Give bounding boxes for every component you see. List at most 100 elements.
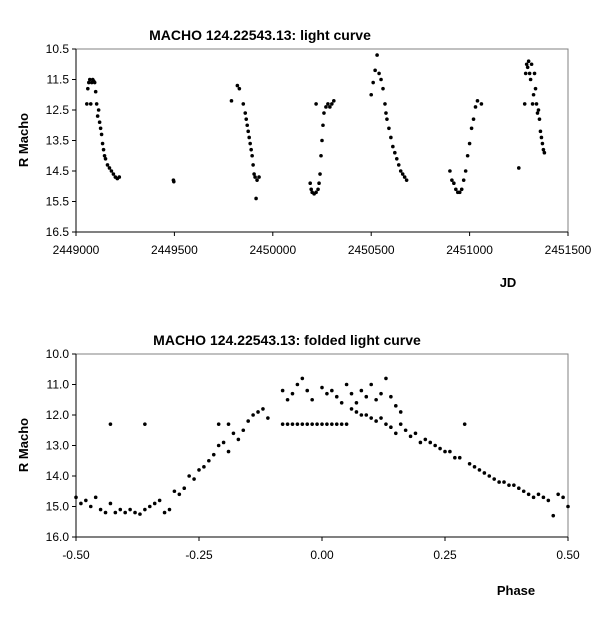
chart1-title: MACHO 124.22543.13: light curve [149,27,371,43]
chart2-data-point [561,495,565,500]
chart2-data-point [320,422,324,426]
chart1-data-point [92,80,97,85]
chart1-data-point [322,111,326,115]
chart1-data-point [465,153,470,158]
chart2-data-point [413,431,418,436]
chart2-data-point [354,401,359,405]
chart1-data-point [314,190,318,195]
chart1-data-point [103,157,108,161]
chart2-data-point [300,376,305,381]
chart1-data-point [316,187,320,192]
chart1-data-point [530,102,535,106]
chart2-x-tick-label: -0.25 [185,548,213,562]
chart1-data-point [448,169,452,173]
chart2-data-point [88,504,93,509]
chart1-data-point [235,83,240,88]
chart2-data-point [285,397,290,402]
chart1-data-point [328,105,332,109]
chart1-data-point [96,108,101,112]
chart2-data-point [113,510,118,515]
chart1-data-point [319,153,323,158]
chart2-data-point [295,382,300,387]
chart2-data-point [128,507,132,512]
chart2-y-tick-label: 16.0 [46,530,70,544]
chart1-data-point [471,117,476,121]
chart1-data-point [107,166,112,170]
chart2-data-point [305,388,310,393]
chart1-y-tick-label: 14.5 [46,164,70,178]
chart2-data-point [290,422,295,426]
chart2-data-point [167,507,172,512]
chart1-y-axis-label: R Macho [16,113,31,167]
chart2-data-point [448,449,452,454]
chart1-data-point [461,178,466,182]
chart1-data-point [532,71,537,76]
chart2-y-tick-label: 11.0 [47,378,70,392]
chart2-data-point [192,477,196,481]
chart2-data-point [330,388,334,393]
folded-light-curve-chart: MACHO 124.22543.13: folded light curve 1… [16,332,580,598]
chart2-data-point [457,455,462,460]
light-curve-chart: MACHO 124.22543.13: light curve 10.5 11.5… [16,27,592,290]
chart1-data-point [469,126,474,131]
chart1-data-point [467,141,472,146]
chart2-data-point [428,440,433,445]
chart2-data-point [79,501,83,506]
chart2-data-point [398,410,403,414]
chart1-data-point [317,181,321,185]
chart1-data-point [537,117,542,121]
chart2-data-point [98,507,103,512]
chart2-data-point [443,449,447,454]
chart1-data-point [109,169,114,173]
chart1-data-point [309,187,313,192]
chart1-data-point [400,172,405,176]
chart2-x-tick-label: 0.25 [433,548,457,562]
chart2-title: MACHO 124.22543.13: folded light curve [153,332,421,348]
chart2-data-point [482,471,487,475]
chart2-y-tick-label: 12.0 [46,408,70,422]
chart2-y-axis-label: R Macho [16,418,31,472]
chart1-data-point [533,86,538,91]
chart2-data-point [418,440,423,445]
chart2-data-point [202,465,206,469]
chart1-y-ticks: 10.5 11.5 12.5 13.5 14.5 15.5 16.5 [46,42,76,239]
chart2-data-point [546,498,551,503]
chart1-data-point [452,181,456,185]
chart1-data-point [255,178,259,182]
chart2-data-point [226,449,231,454]
chart1-data-point [404,178,409,182]
chart2-x-ticks: -0.50 -0.25 0.00 0.25 0.50 [62,537,580,562]
chart1-y-tick-label: 12.5 [46,103,70,117]
chart2-data-point [84,498,88,503]
chart2-data-point [374,419,378,423]
chart1-data-point [237,86,242,91]
chart2-data-point [384,422,388,426]
chart1-data-point [538,129,543,134]
chart2-data-point [325,422,329,426]
chart1-y-tick-label: 15.5 [46,195,70,209]
chart1-data-point [384,111,388,115]
chart2-data-point [556,492,560,497]
chart2-y-tick-label: 13.0 [46,439,70,453]
chart2-data-point [389,425,393,430]
chart2-points [74,376,570,518]
chart2-data-point [261,407,265,411]
chart1-y-tick-label: 11.5 [47,73,70,87]
chart2-data-point [384,376,388,381]
chart2-data-point [157,498,162,503]
chart2-data-point [364,413,369,417]
chart2-data-point [182,486,187,491]
chart2-data-point [310,397,314,402]
chart2-data-point [148,504,152,509]
chart1-data-point [100,141,105,146]
chart2-data-point [226,422,231,426]
chart1-data-point [393,150,397,155]
chart1-data-point [528,77,533,82]
chart1-data-point [369,92,374,97]
chart2-data-point [295,422,300,426]
chart2-data-point [221,440,226,445]
chart2-data-point [394,431,398,436]
chart1-data-point [527,71,532,76]
chart1-x-tick-label: 2449000 [53,243,100,257]
